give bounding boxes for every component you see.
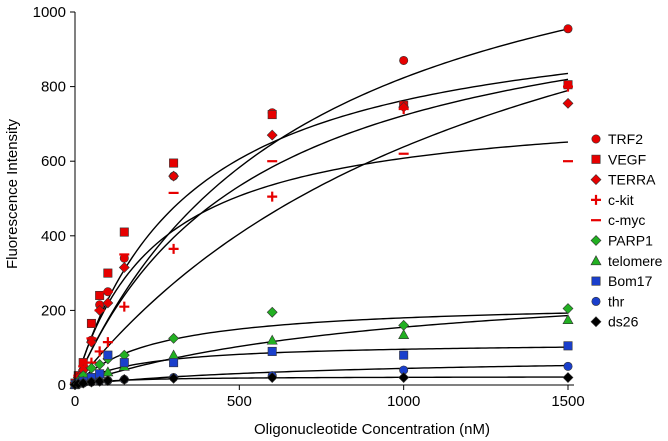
axis-ticks: 0 500 1000 1500 0 200 400 600 800 1000 xyxy=(33,4,585,410)
data-point-c-kit xyxy=(119,301,130,312)
data-point-trf2 xyxy=(399,55,409,65)
x-tick-label: 1500 xyxy=(551,393,584,410)
data-point-c-kit xyxy=(398,103,409,114)
fit-curve-ds26 xyxy=(74,376,568,386)
legend-label-terra: TERRA xyxy=(608,172,656,188)
data-point-c-kit xyxy=(267,191,278,202)
fit-curve-trf2 xyxy=(74,28,569,386)
y-axis-title: Fluorescence Intensity xyxy=(4,118,21,269)
data-point-terra xyxy=(86,336,97,348)
data-point-c-kit xyxy=(102,337,113,348)
data-points xyxy=(69,24,574,391)
legend-marker-bom17 xyxy=(591,276,601,286)
data-point-c-kit xyxy=(94,346,105,357)
data-point-vegf xyxy=(169,158,179,168)
legend-label-c-kit: c-kit xyxy=(608,192,634,208)
data-point-ds26 xyxy=(102,375,114,386)
series-ds26 xyxy=(69,372,574,391)
data-point-bom17 xyxy=(169,358,179,368)
y-tick-label: 600 xyxy=(41,153,66,170)
legend-marker-parp1 xyxy=(590,235,602,246)
legend-marker-c-kit xyxy=(591,194,601,205)
data-point-terra xyxy=(562,97,574,109)
data-point-c-kit xyxy=(168,243,179,254)
fit-curve-c-myc xyxy=(74,141,569,386)
data-point-bom17 xyxy=(103,350,113,360)
data-point-ds26 xyxy=(266,372,278,383)
data-point-vegf xyxy=(95,290,105,300)
legend-label-trf2: TRF2 xyxy=(608,131,643,147)
y-tick-label: 1000 xyxy=(33,4,66,21)
data-point-c-kit xyxy=(563,81,573,92)
data-point-terra xyxy=(266,129,278,141)
legend-label-parp1: PARP1 xyxy=(608,233,653,249)
data-point-ds26 xyxy=(77,377,89,389)
fit-curves xyxy=(74,28,569,386)
data-point-bom17 xyxy=(399,350,409,360)
x-tick-label: 1000 xyxy=(387,393,420,410)
data-point-terra xyxy=(168,170,180,182)
data-point-bom17 xyxy=(563,341,573,351)
data-point-telomere xyxy=(562,314,574,325)
data-point-terra xyxy=(102,297,114,309)
data-point-ds26 xyxy=(118,373,130,385)
x-tick-label: 0 xyxy=(71,393,79,410)
legend-label-c-myc: c-myc xyxy=(608,212,645,228)
legend-marker-thr xyxy=(591,296,601,306)
data-point-telomere xyxy=(398,329,410,339)
y-tick-label: 200 xyxy=(41,302,66,319)
axes xyxy=(74,12,574,386)
x-axis-title: Oligonucleotide Concentration (nM) xyxy=(254,421,490,438)
data-point-vegf xyxy=(267,110,277,120)
legend-label-ds26: ds26 xyxy=(608,314,639,330)
legend-marker-ds26 xyxy=(590,316,602,328)
y-tick-label: 0 xyxy=(58,377,66,394)
fit-curve-thr xyxy=(74,364,569,386)
data-point-ds26 xyxy=(562,372,574,383)
legend-marker-vegf xyxy=(591,154,601,164)
fit-curve-bom17 xyxy=(74,346,569,386)
data-point-parp1 xyxy=(168,332,180,344)
data-point-terra xyxy=(118,262,130,273)
legend-marker-telomere xyxy=(590,255,602,266)
data-point-vegf xyxy=(119,227,129,237)
fit-curve-terra xyxy=(74,78,569,386)
data-point-bom17 xyxy=(267,346,277,356)
data-point-ds26 xyxy=(94,375,106,387)
legend-marker-terra xyxy=(590,174,602,186)
legend-label-thr: thr xyxy=(608,293,625,309)
data-point-bom17 xyxy=(119,358,129,368)
legend-label-vegf: VEGF xyxy=(608,151,646,167)
data-point-telomere xyxy=(266,334,278,345)
data-point-ds26 xyxy=(168,372,180,384)
fit-curve-vegf xyxy=(74,72,569,386)
legend-label-bom17: Bom17 xyxy=(608,273,653,289)
legend: TRF2 VEGF TERRA c-kit c-myc PARP1 telomere Bom1… xyxy=(590,131,663,330)
fit-curve-c-kit xyxy=(74,89,569,386)
x-tick-label: 500 xyxy=(227,393,252,410)
legend-label-telomere: telomere xyxy=(608,253,663,269)
data-point-ds26 xyxy=(398,372,410,383)
data-point-trf2 xyxy=(563,24,573,34)
data-point-parp1 xyxy=(562,303,574,314)
fit-curve-parp1 xyxy=(74,312,569,386)
data-point-thr xyxy=(563,361,573,371)
data-point-parp1 xyxy=(266,306,278,318)
y-tick-label: 800 xyxy=(41,79,66,96)
data-point-vegf xyxy=(86,318,96,328)
legend-marker-trf2 xyxy=(591,134,601,144)
y-tick-label: 400 xyxy=(41,228,66,245)
data-point-vegf xyxy=(103,268,113,278)
